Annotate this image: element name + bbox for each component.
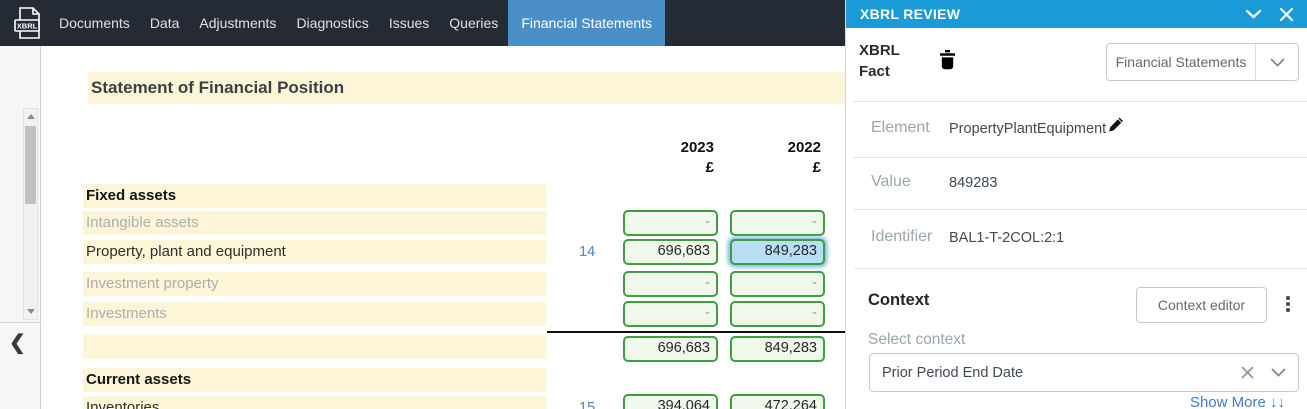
kebab-menu-icon[interactable] [1286,296,1290,312]
note-number-15: 15 [579,400,596,409]
panel-header-icons [1245,7,1307,22]
context-select-value: Prior Period End Date [882,364,1024,381]
column-header-2022: 2022 £ [730,138,825,178]
scrollbar-thumb[interactable] [25,126,36,204]
value-cell-inventories-2022[interactable]: 472,264 [730,394,825,409]
value-cell-fixed-assets-total-2022[interactable]: 849,283 [730,336,825,362]
column-header-2023: 2023 £ [623,138,718,178]
panel-title: XBRL REVIEW [860,6,961,22]
clear-x-icon[interactable] [1241,366,1254,379]
element-field-value: PropertyPlantEquipment [949,121,1107,137]
scroll-down-arrow-icon[interactable] [27,309,35,314]
element-field-label: Element [871,119,930,136]
tab-data[interactable]: Data [149,15,180,31]
collapse-chevron-down-icon[interactable] [1245,9,1262,19]
context-select-chevron-icon[interactable] [1271,368,1286,377]
scroll-up-arrow-icon[interactable] [27,114,35,119]
value-cell-intangible-2023[interactable]: - [623,210,718,236]
select-context-label: Select context [868,331,966,348]
value-cell-intangible-2022[interactable]: - [730,210,825,236]
left-sidebar: ❮ [0,46,41,409]
xbrl-fact-label: XBRL Fact [859,42,900,80]
value-cell-ppe-2023[interactable]: 696,683 [623,239,718,265]
section-header-fixed-assets: Fixed assets [83,184,546,208]
fact-view-dropdown[interactable]: Financial Statements [1106,43,1299,81]
nav-tabs: Documents Data Adjustments Diagnostics I… [49,0,666,46]
column-currency: £ [705,159,714,176]
tab-issues[interactable]: Issues [388,15,430,31]
vertical-scrollbar[interactable] [23,108,38,320]
value-cell-investments-2023[interactable]: - [623,301,718,327]
value-field-value: 849283 [949,175,998,191]
value-cell-investment-property-2023[interactable]: - [623,271,718,297]
section-divider [854,268,1307,269]
column-currency: £ [812,159,821,176]
section-divider [854,209,1307,210]
fact-view-dropdown-value: Financial Statements [1115,54,1247,70]
context-editor-button[interactable]: Context editor [1136,287,1267,323]
sidebar-divider [0,322,41,323]
context-select-dropdown[interactable]: Prior Period End Date [869,353,1299,392]
value-cell-investment-property-2022[interactable]: - [730,271,825,297]
column-year: 2022 [787,139,821,156]
note-number-14: 14 [579,244,596,260]
edit-pencil-icon[interactable] [1108,116,1125,138]
tab-documents[interactable]: Documents [59,15,130,31]
dropdown-separator [1255,44,1256,80]
row-label-inventories: Inventories [83,396,546,409]
value-field-label: Value [871,173,911,190]
xbrl-review-panel: XBRL REVIEW XBRL Fact Financial Statemen… [845,0,1307,409]
row-label-property-plant-equipment: Property, plant and equipment [83,240,546,264]
statement-title: Statement of Financial Position [88,72,845,104]
show-more-link[interactable]: Show More ↓↓ [1189,394,1285,409]
svg-text:XBRL: XBRL [17,22,38,31]
context-heading: Context [868,291,930,309]
value-cell-ppe-2022-selected[interactable]: 849,283 [730,239,825,265]
row-label-investments: Investments [83,302,546,326]
xbrl-logo-icon: XBRL [13,6,43,40]
value-cell-inventories-2023[interactable]: 394,064 [623,394,718,409]
top-nav-bar: XBRL Documents Data Adjustments Diagnost… [0,0,845,46]
value-cell-investments-2022[interactable]: - [730,301,825,327]
trash-icon[interactable] [940,50,955,75]
close-icon[interactable] [1279,7,1294,22]
financial-statement-document: Statement of Financial Position 2023 £ 2… [42,46,845,409]
back-chevron-icon[interactable]: ❮ [9,332,26,354]
tab-queries[interactable]: Queries [449,15,499,31]
section-divider [854,101,1307,102]
identifier-field-label: Identifier [871,228,933,245]
dropdown-chevron-icon[interactable] [1256,58,1298,67]
section-header-current-assets: Current assets [83,368,546,392]
column-year: 2023 [680,139,714,156]
subtotal-rule [547,331,845,333]
identifier-field-value: BAL1-T-2COL:2:1 [949,230,1065,246]
tab-financial-statements[interactable]: Financial Statements [508,0,666,46]
tab-adjustments[interactable]: Adjustments [199,15,277,31]
value-cell-fixed-assets-total-2023[interactable]: 696,683 [623,336,718,362]
section-divider [854,157,1307,158]
panel-header: XBRL REVIEW [846,0,1307,28]
row-band-subtotal [83,335,546,359]
row-label-intangible-assets: Intangible assets [83,211,546,235]
tab-diagnostics[interactable]: Diagnostics [296,15,369,31]
row-label-investment-property: Investment property [83,272,546,296]
